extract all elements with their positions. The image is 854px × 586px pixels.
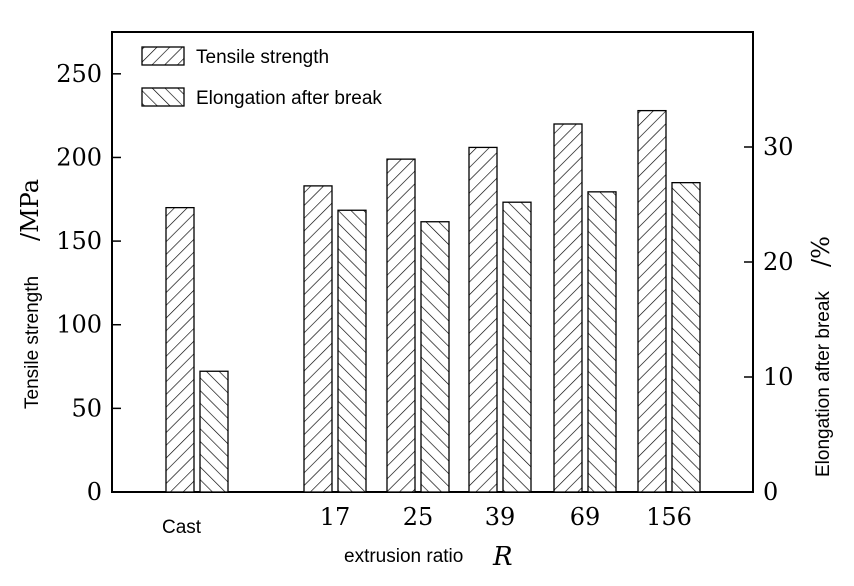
bar-tensile-strength-17 <box>303 185 333 493</box>
right-axis-label: Elongation after break <box>813 291 834 477</box>
right-tick-label: 10 <box>763 363 794 391</box>
legend: Tensile strength Elongation after break <box>141 46 382 109</box>
legend-label-tensile-strength: Tensile strength <box>196 47 329 68</box>
bar-elongation-156 <box>671 181 701 493</box>
bar-elongation-17 <box>337 209 367 493</box>
legend-swatch-tensile-strength <box>141 46 185 66</box>
right-axis-ticks: 0 10 20 30 <box>744 133 794 506</box>
bar-tensile-strength-cast <box>165 206 195 493</box>
bar-tensile-strength-39 <box>468 146 498 493</box>
x-axis-label: extrusion ratio <box>344 546 463 567</box>
x-tick-label-17: 17 <box>320 503 351 531</box>
bar-tensile-strength-156 <box>637 109 667 493</box>
x-axis-ticks: Cast 17 25 39 69 156 <box>162 503 692 538</box>
legend-label-elongation: Elongation after break <box>196 88 382 109</box>
bar-elongation-39 <box>502 201 532 493</box>
x-tick-label-156: 156 <box>646 503 692 531</box>
right-axis-unit: /% <box>807 236 835 267</box>
bar-elongation-69 <box>587 191 617 493</box>
right-tick-label: 30 <box>763 133 794 161</box>
x-tick-label-25: 25 <box>403 503 434 531</box>
bar-elongation-cast <box>199 370 229 493</box>
x-tick-label-69: 69 <box>570 503 601 531</box>
left-tick-label: 200 <box>56 143 102 171</box>
left-axis-ticks: 0 50 100 150 200 250 <box>56 60 121 506</box>
left-axis-unit: /MPa <box>16 179 44 241</box>
left-tick-label: 250 <box>56 60 102 88</box>
bar-tensile-strength-25 <box>386 158 416 493</box>
x-tick-label-cast: Cast <box>162 517 202 538</box>
left-axis-label: Tensile strength <box>22 276 43 409</box>
legend-swatch-elongation <box>141 87 185 107</box>
x-tick-label-39: 39 <box>485 503 516 531</box>
right-tick-label: 0 <box>763 478 778 506</box>
left-tick-label: 150 <box>56 227 102 255</box>
right-tick-label: 20 <box>763 248 794 276</box>
bar-elongation-25 <box>420 221 450 493</box>
left-tick-label: 50 <box>71 394 102 422</box>
bar-tensile-strength-69 <box>553 123 583 493</box>
left-tick-label: 100 <box>56 311 102 339</box>
left-tick-label: 0 <box>87 478 102 506</box>
x-axis-symbol: R <box>492 542 513 572</box>
bars-group <box>165 109 701 493</box>
